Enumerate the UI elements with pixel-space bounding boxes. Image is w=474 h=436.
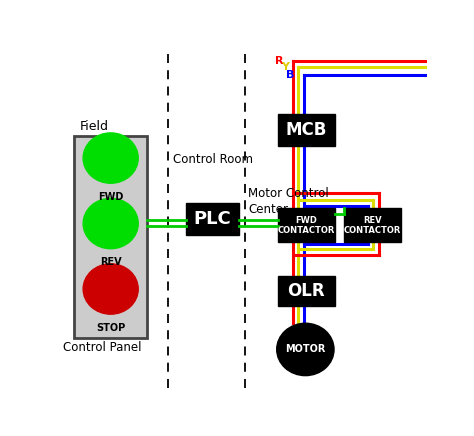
Text: Control Panel: Control Panel <box>63 341 141 354</box>
Text: REV
CONTACTOR: REV CONTACTOR <box>344 215 401 235</box>
Text: PLC: PLC <box>194 210 231 228</box>
Text: FWD
CONTACTOR: FWD CONTACTOR <box>278 215 335 235</box>
Text: Control Room: Control Room <box>173 153 253 167</box>
Text: OLR: OLR <box>287 282 325 300</box>
Text: Y: Y <box>281 62 289 72</box>
FancyBboxPatch shape <box>278 114 335 146</box>
Circle shape <box>277 323 334 376</box>
Circle shape <box>83 198 138 249</box>
FancyBboxPatch shape <box>344 208 401 242</box>
Circle shape <box>83 133 138 183</box>
Text: Field: Field <box>80 120 109 133</box>
FancyBboxPatch shape <box>74 136 147 337</box>
Text: MOTOR: MOTOR <box>285 344 326 354</box>
Text: REV: REV <box>100 257 121 267</box>
FancyBboxPatch shape <box>278 276 335 306</box>
Text: STOP: STOP <box>96 323 125 333</box>
Text: B: B <box>286 70 294 80</box>
Circle shape <box>83 264 138 314</box>
Text: MCB: MCB <box>286 121 327 140</box>
Text: FWD: FWD <box>98 192 123 201</box>
FancyBboxPatch shape <box>186 203 239 235</box>
Text: R: R <box>275 56 283 66</box>
Text: Motor Control
Center: Motor Control Center <box>248 187 329 216</box>
FancyBboxPatch shape <box>278 208 335 242</box>
